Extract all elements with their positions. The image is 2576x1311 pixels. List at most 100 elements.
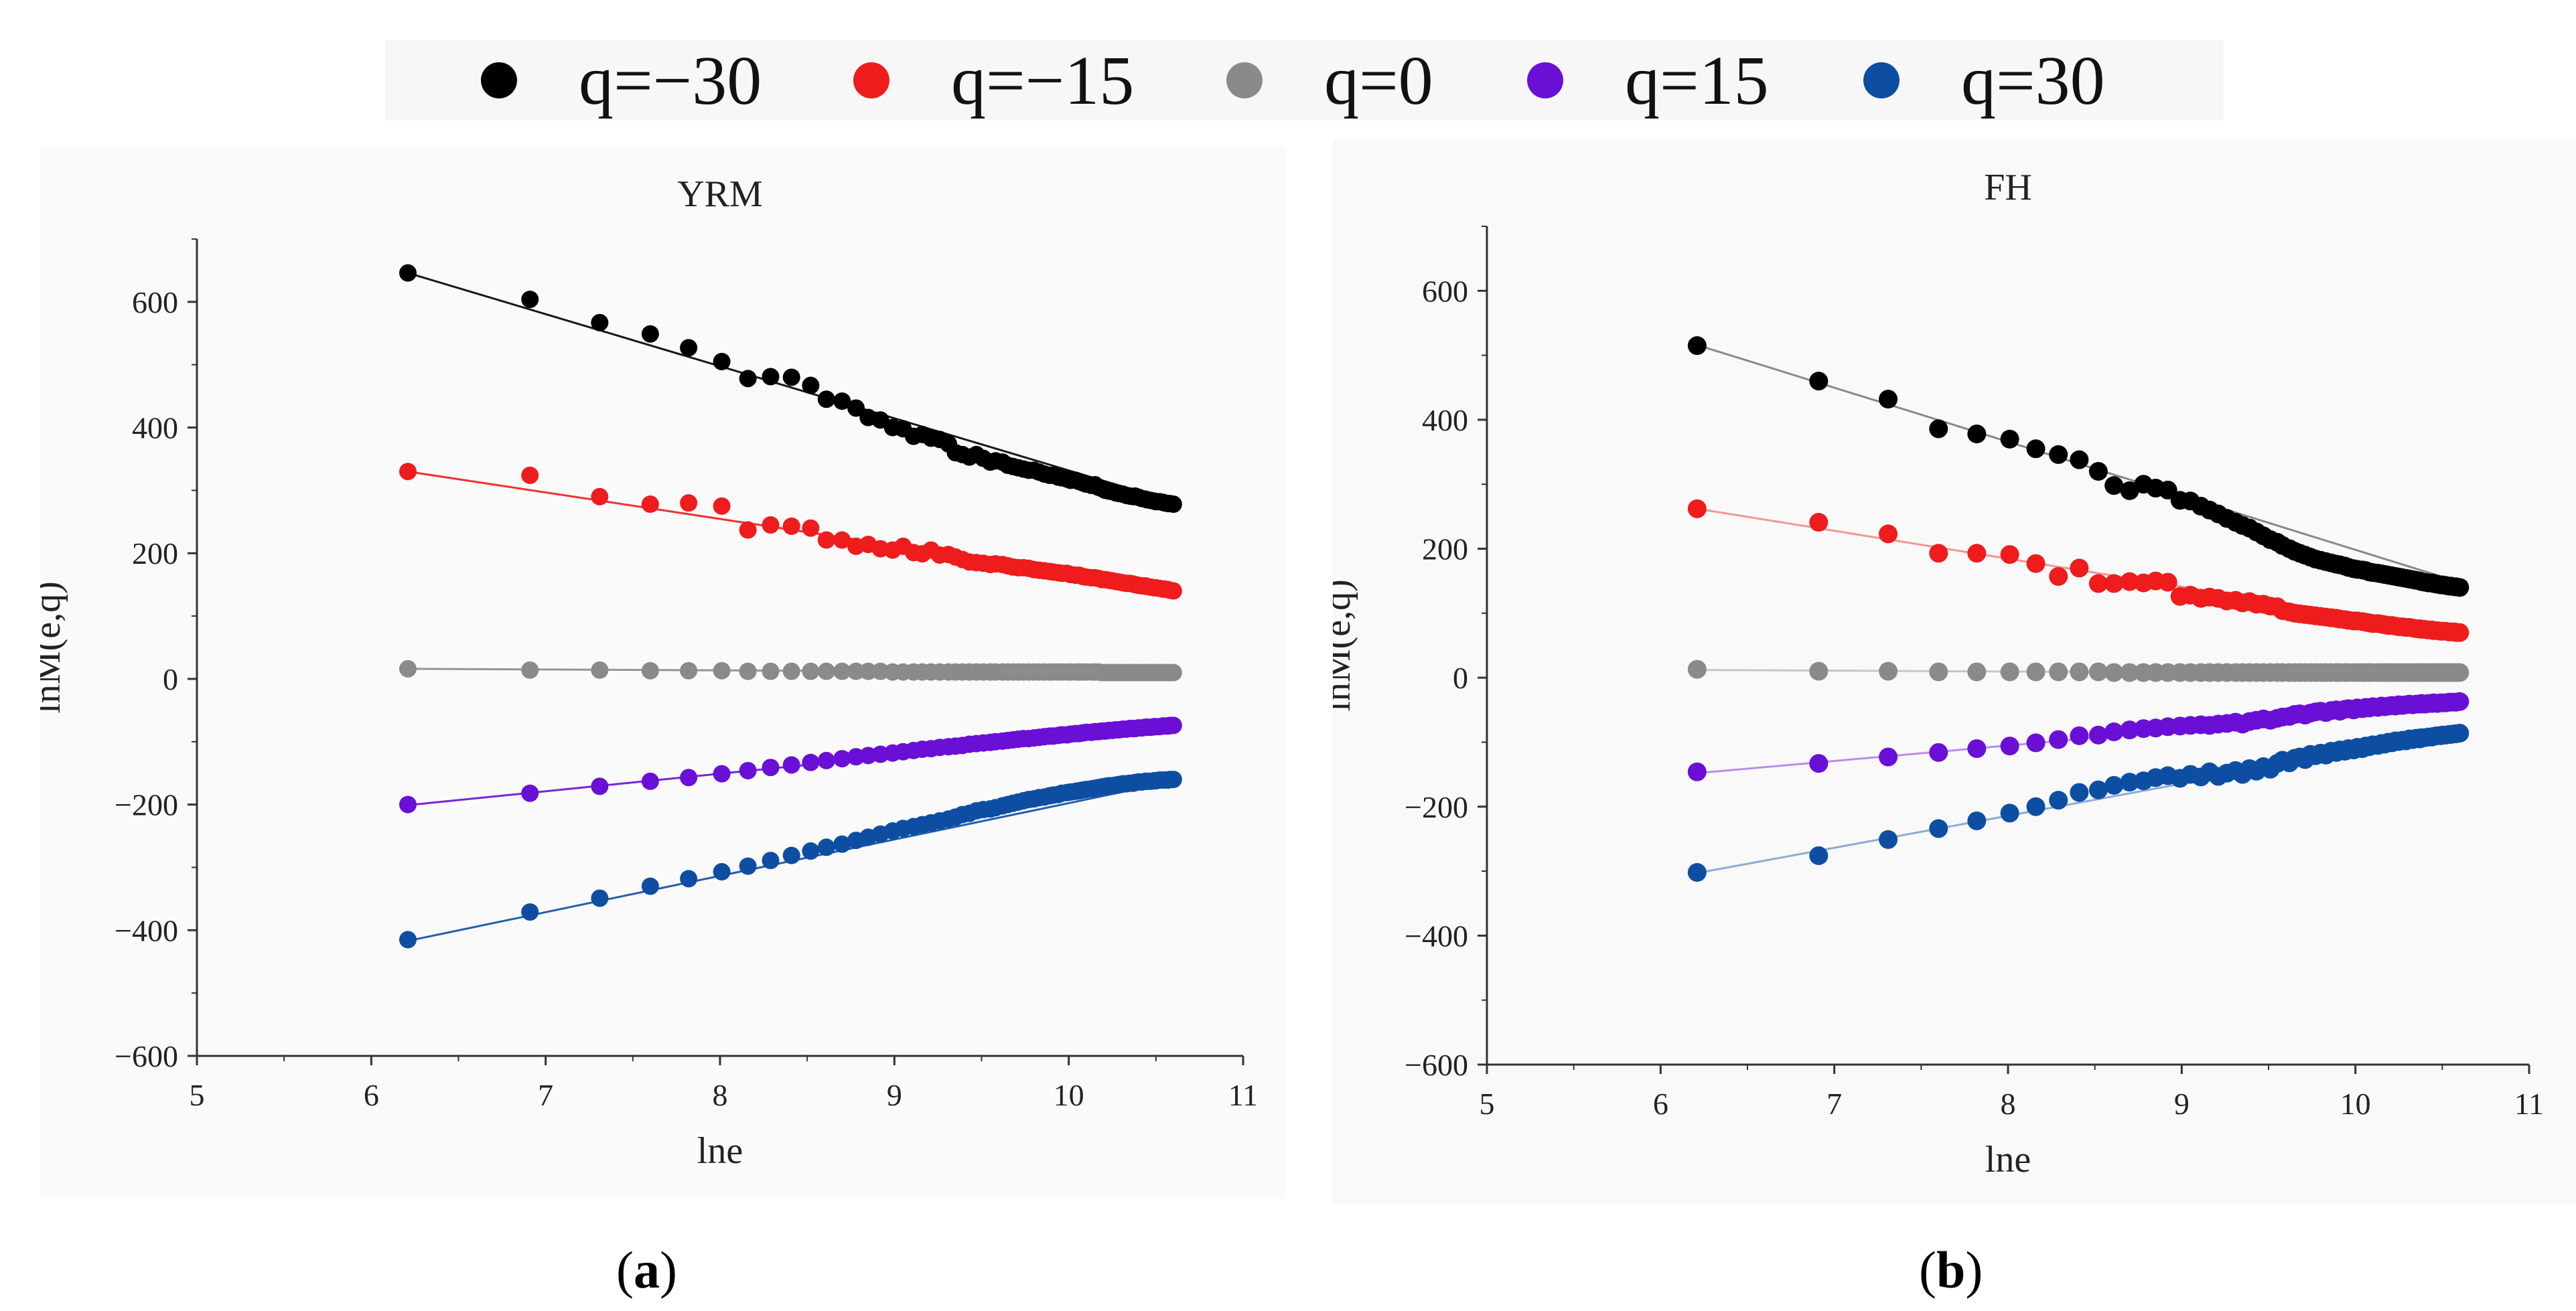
legend-marker <box>481 62 517 98</box>
data-point <box>521 903 539 921</box>
data-point <box>833 835 851 853</box>
chart-title: FH <box>1984 167 2032 208</box>
series-group-2 <box>399 660 1182 682</box>
legend <box>385 40 2224 121</box>
data-point <box>2088 725 2108 745</box>
legend-label: q=−15 <box>951 42 1135 119</box>
y-tick-label: −400 <box>115 913 178 947</box>
data-point <box>1929 819 1948 838</box>
data-point <box>1687 863 1707 882</box>
y-tick-label: 400 <box>1422 403 1468 437</box>
data-point <box>2070 783 2089 802</box>
data-point <box>1164 495 1182 514</box>
data-point <box>782 517 800 535</box>
data-point <box>2104 722 2124 742</box>
data-point <box>739 662 757 680</box>
data-point <box>591 313 609 331</box>
data-point <box>1164 716 1182 735</box>
legend-item-q-0: q=0 <box>1226 40 1433 121</box>
data-point <box>1687 499 1707 518</box>
data-point <box>2049 791 2068 810</box>
legend-label: q=−30 <box>579 42 762 119</box>
data-point <box>591 777 609 795</box>
data-point <box>782 662 800 680</box>
data-point <box>2026 797 2046 816</box>
data-point <box>2000 662 2019 682</box>
data-point <box>680 870 698 888</box>
data-point <box>1879 747 1898 767</box>
data-point <box>1967 544 1987 563</box>
data-point <box>2450 723 2470 743</box>
data-point <box>680 339 698 357</box>
x-tick-label: 11 <box>1228 1078 1258 1112</box>
data-point <box>802 753 820 771</box>
fit-line <box>407 272 1174 503</box>
data-point <box>2026 554 2046 573</box>
data-point <box>817 390 835 408</box>
data-point <box>2049 445 2068 464</box>
data-point <box>1967 425 1987 444</box>
data-point <box>399 795 417 814</box>
x-tick-label: 6 <box>364 1078 379 1112</box>
x-axis-label: lne <box>697 1130 743 1172</box>
data-point <box>817 751 835 769</box>
data-point <box>1929 743 1948 762</box>
panel-label-open: ( <box>616 1241 634 1299</box>
chart-title: YRM <box>677 173 763 215</box>
y-tick-label: −600 <box>1405 1048 1468 1082</box>
data-point <box>1164 771 1182 789</box>
data-point <box>713 765 731 783</box>
data-point <box>2450 623 2470 642</box>
data-point <box>782 756 800 774</box>
y-tick-label: 200 <box>132 536 178 570</box>
y-tick-label: 0 <box>1453 661 1468 695</box>
x-tick-label: 5 <box>190 1078 205 1112</box>
data-point <box>680 662 698 680</box>
data-point <box>399 463 417 481</box>
data-point <box>1687 660 1707 679</box>
data-point <box>2026 662 2046 682</box>
data-point <box>2158 572 2177 592</box>
data-point <box>641 772 659 790</box>
panel-label-open: ( <box>1919 1241 1936 1299</box>
data-point <box>641 325 659 343</box>
data-point <box>2000 737 2019 756</box>
x-tick-label: 8 <box>713 1078 728 1112</box>
series-group-3 <box>1687 692 2470 781</box>
series-group-1 <box>1687 499 2470 642</box>
data-point <box>2104 476 2124 495</box>
panel-label-b: (b) <box>1919 1240 1983 1300</box>
data-point <box>399 931 417 949</box>
x-tick-label: 9 <box>887 1078 902 1112</box>
series-group-0 <box>399 264 1182 514</box>
data-point <box>2104 663 2124 682</box>
x-tick-label: 9 <box>2174 1087 2190 1121</box>
panel-label-a: (a) <box>616 1240 677 1300</box>
legend-marker <box>1863 62 1900 98</box>
data-point <box>1879 390 1898 409</box>
series-group-4 <box>399 771 1182 949</box>
data-point <box>1929 544 1948 563</box>
data-point <box>802 519 820 537</box>
legend-label: q=0 <box>1324 42 1433 119</box>
data-point <box>641 877 659 895</box>
x-tick-label: 7 <box>1827 1087 1842 1121</box>
legend-item-q-30: q=30 <box>1863 40 2105 121</box>
data-point <box>847 399 865 417</box>
data-point <box>817 838 835 856</box>
y-tick-label: 600 <box>132 285 178 319</box>
data-point <box>859 662 877 680</box>
chart-fh: 5 6 7 8 9 10 11 −600 −400 −200 0 200 400 600 FH lne lnM(… <box>1333 141 2576 1205</box>
data-point <box>802 662 820 680</box>
y-tick-label: −200 <box>1405 790 1468 824</box>
data-point <box>2070 558 2089 578</box>
data-point <box>2088 574 2108 593</box>
x-tick-label: 11 <box>2514 1087 2544 1121</box>
data-point <box>762 759 780 777</box>
series-group-2 <box>1687 660 2470 682</box>
data-point <box>591 889 609 907</box>
data-point <box>521 466 539 484</box>
data-point <box>1967 662 1987 682</box>
series-group-1 <box>399 463 1182 600</box>
data-point <box>713 662 731 680</box>
